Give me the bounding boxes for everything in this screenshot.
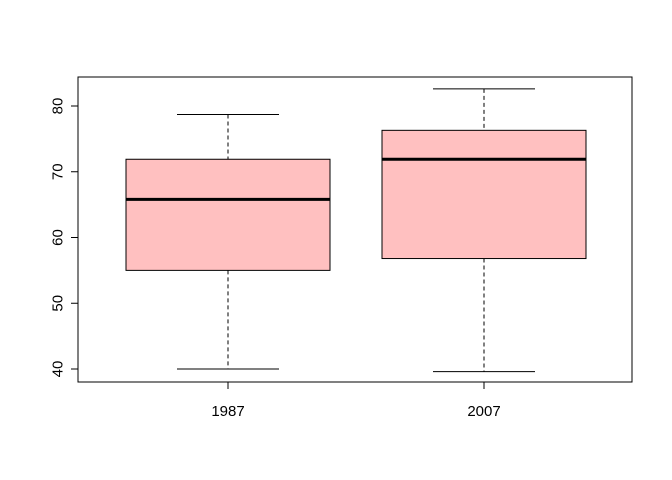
y-tick-label: 60 [50, 229, 67, 246]
y-tick-label: 70 [50, 163, 67, 180]
box-2007 [381, 88, 587, 373]
y-tick-label: 80 [50, 98, 67, 115]
y-tick-label: 40 [50, 361, 67, 378]
iqr-box [381, 129, 587, 260]
y-axis: 40 50 60 70 80 [50, 98, 79, 378]
x-axis: 1987 2007 [211, 381, 501, 420]
y-tick-label: 50 [50, 295, 67, 312]
x-tick-label: 2007 [467, 403, 500, 420]
iqr-box [125, 158, 331, 271]
x-tick-label: 1987 [211, 403, 244, 420]
boxes [125, 88, 587, 373]
box-1987 [125, 114, 331, 370]
